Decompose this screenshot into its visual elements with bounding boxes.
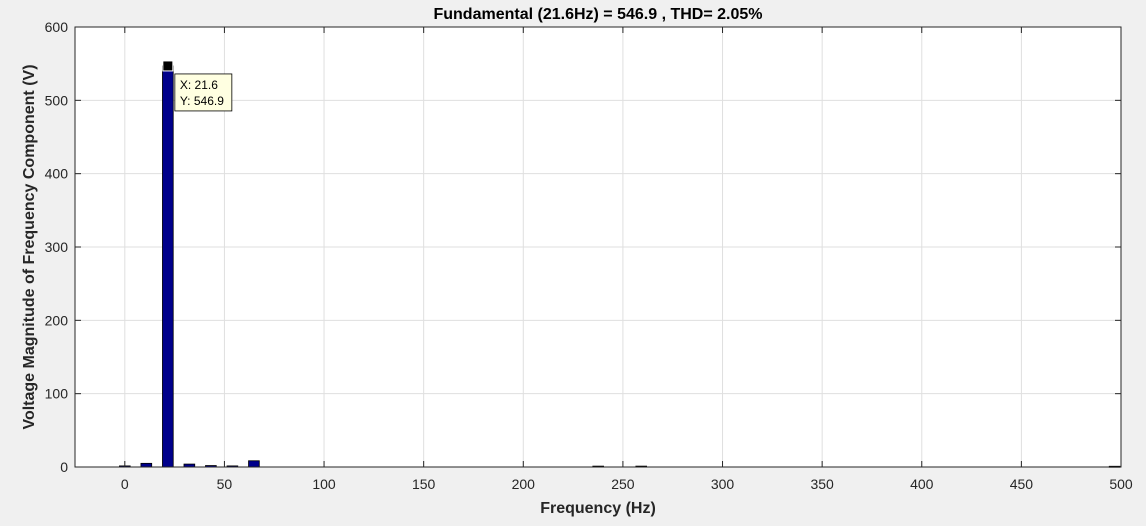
- bar[interactable]: [162, 65, 174, 468]
- datatip-x-text: X: 21.6: [180, 78, 218, 92]
- x-tick-label: 450: [1010, 476, 1034, 492]
- datatip-box[interactable]: [174, 73, 233, 112]
- x-tick-label: 100: [312, 476, 336, 492]
- y-tick-label: 300: [45, 239, 69, 255]
- x-tick-label: 50: [217, 476, 233, 492]
- x-tick-label: 0: [121, 476, 129, 492]
- bar[interactable]: [248, 460, 260, 468]
- x-tick-label: 500: [1109, 476, 1133, 492]
- x-tick-label: 350: [810, 476, 834, 492]
- ticks: 0 50 100 150 200 250 300 350 400 450 500 0 100 200 300…: [45, 19, 1133, 492]
- y-tick-label: 100: [45, 386, 69, 402]
- x-axis-label: Frequency (Hz): [540, 500, 656, 517]
- x-tick-label: 200: [512, 476, 536, 492]
- x-tick-label: 300: [711, 476, 735, 492]
- y-tick-label: 200: [45, 312, 69, 328]
- x-tick-label: 250: [611, 476, 635, 492]
- y-tick-label: 0: [60, 459, 68, 475]
- chart-title: Fundamental (21.6Hz) = 546.9 , THD= 2.05…: [433, 6, 762, 23]
- y-axis-label: Voltage Magnitude of Frequency Component…: [21, 64, 38, 429]
- y-tick-label: 500: [45, 92, 69, 108]
- y-tick-label: 400: [45, 166, 69, 182]
- datatip[interactable]: X: 21.6 Y: 546.9: [162, 60, 233, 112]
- x-tick-label: 400: [910, 476, 934, 492]
- bar[interactable]: [140, 462, 153, 468]
- datatip-y-text: Y: 546.9: [180, 94, 224, 108]
- x-tick-label: 150: [412, 476, 436, 492]
- y-tick-label: 600: [45, 19, 69, 35]
- datatip-marker[interactable]: [162, 60, 174, 72]
